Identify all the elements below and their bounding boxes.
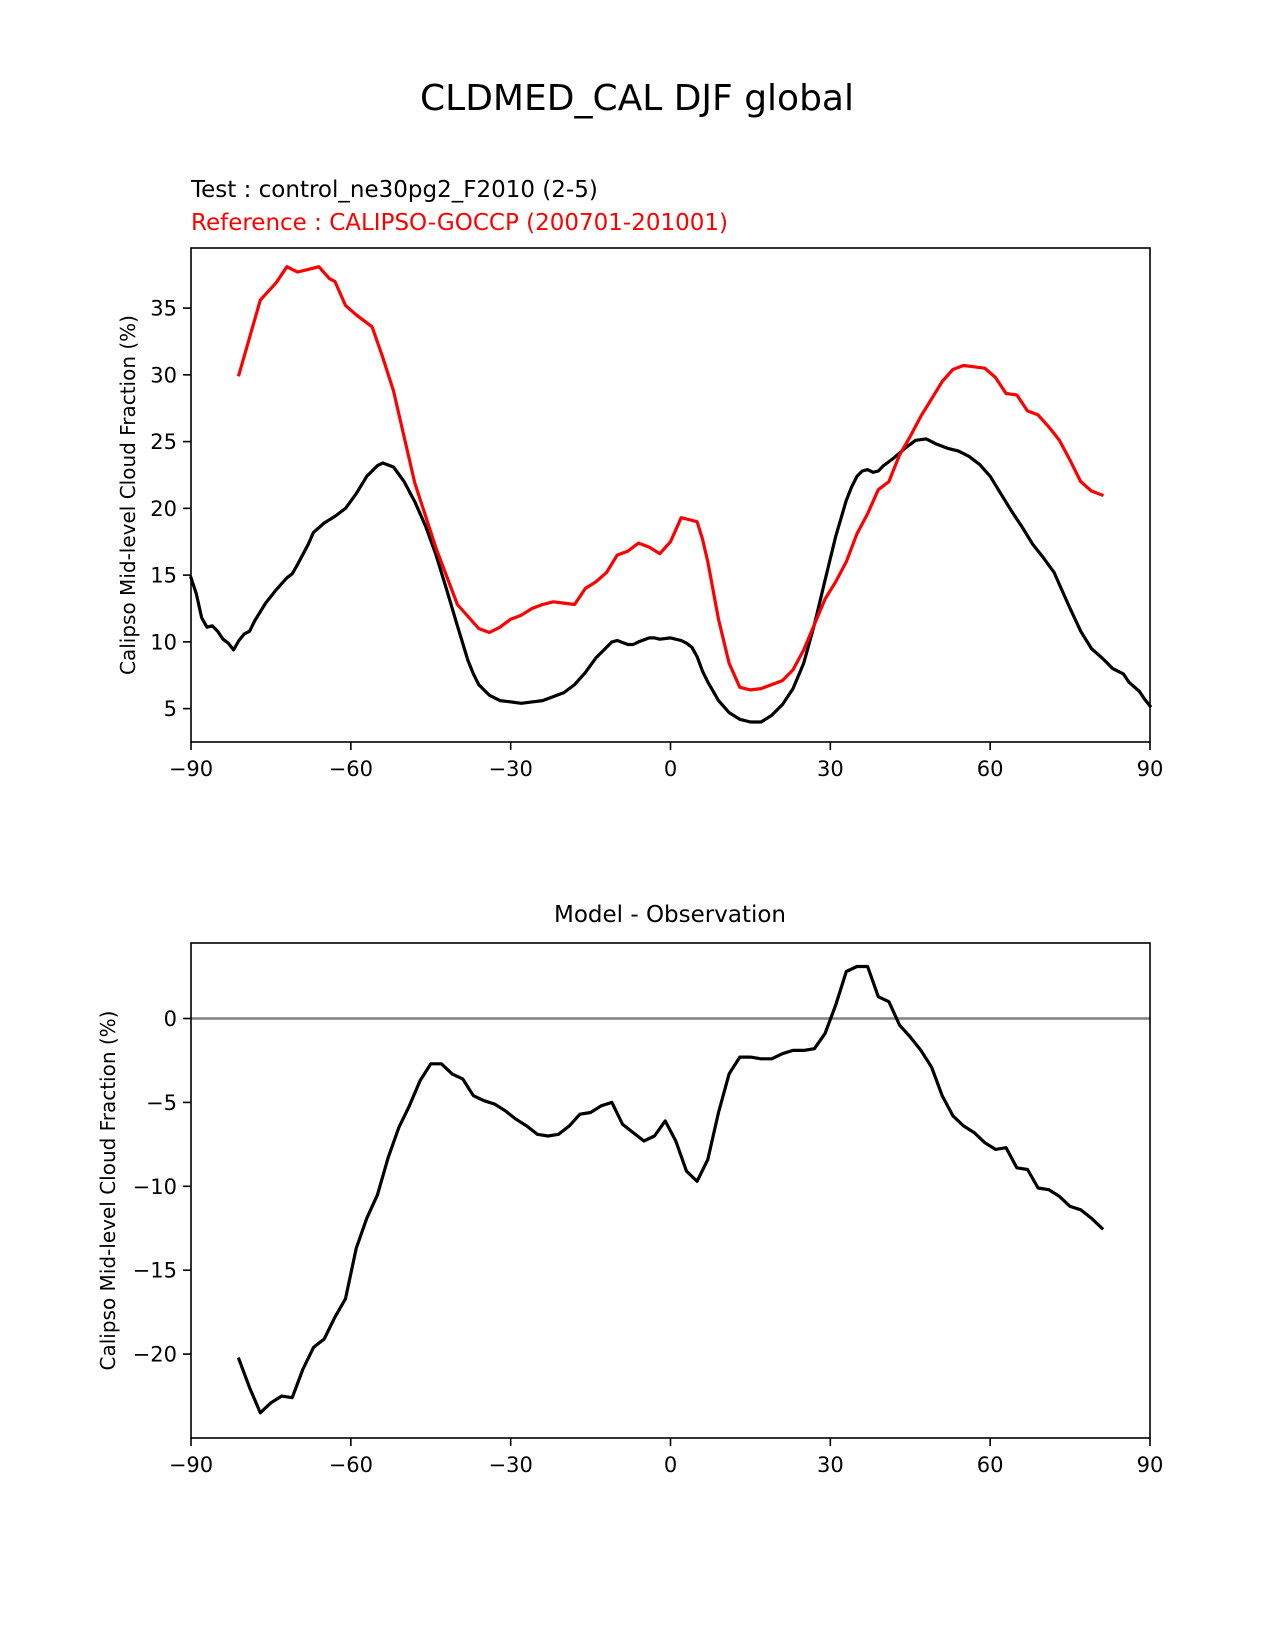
y-tick-label: 0: [164, 1007, 177, 1031]
y-tick-label: 10: [150, 630, 177, 654]
reference-series-line: [236, 265, 1105, 692]
bottom-panel: Model - Observation −90 −60 −30 0 30 60 900−5−…: [96, 902, 1163, 1477]
x-tick-label: −90: [169, 1453, 213, 1477]
y-tick-label: −10: [133, 1175, 177, 1199]
bottom-plot-area: −90 −60 −30 0 30 60 90 0 −5 −10 −15 −20 Calipso Mid-…: [96, 942, 1164, 1477]
x-tick-label: 30: [817, 757, 844, 781]
y-axis-label: Calipso Mid-level Cloud Fraction (%): [116, 315, 140, 675]
y-tick-label: −20: [133, 1343, 177, 1367]
x-tick-label: 60: [977, 1453, 1004, 1477]
y-tick-label: 5: [164, 697, 177, 721]
difference-series-line: [236, 964, 1105, 1415]
y-axis-label: Calipso Mid-level Cloud Fraction (%): [96, 1011, 120, 1371]
y-tick-label: −5: [146, 1091, 177, 1115]
y-tick-label: 35: [150, 297, 177, 321]
axes-frame: [190, 942, 1151, 1439]
top-plot-area: −90 −60 −30 0 30 60 90 5 10 15 20 25 30 35 Calipso Mid…: [116, 247, 1164, 781]
x-tick-label: 90: [1137, 1453, 1164, 1477]
x-tick-label: 0: [664, 757, 677, 781]
y-tick-label: −15: [133, 1259, 177, 1283]
axes-frame: [190, 247, 1151, 743]
reference-title: Reference : CALIPSO-GOCCP (200701-201001…: [191, 210, 728, 236]
x-tick-label: −60: [329, 757, 373, 781]
y-tick-label: 20: [150, 497, 177, 521]
x-tick-label: 30: [817, 1453, 844, 1477]
figure-title: CLDMED_CAL DJF global: [420, 78, 854, 119]
y-tick-label: 25: [150, 430, 177, 454]
x-tick-label: −60: [329, 1453, 373, 1477]
test-title: Test : control_ne30pg2_F2010 (2-5): [190, 177, 598, 203]
x-tick-label: 60: [977, 757, 1004, 781]
difference-title: Model - Observation: [554, 902, 786, 928]
x-tick-label: 0: [664, 1453, 677, 1477]
x-tick-label: 90: [1137, 757, 1164, 781]
x-tick-label: −90: [169, 757, 213, 781]
test-series-line: [188, 437, 1153, 724]
x-tick-label: −30: [489, 757, 533, 781]
top-panel: Test : control_ne30pg2_F2010 (2-5) Refer…: [116, 177, 1163, 781]
y-tick-label: 15: [150, 564, 177, 588]
x-tick-label: −30: [489, 1453, 533, 1477]
y-tick-label: 30: [150, 363, 177, 387]
